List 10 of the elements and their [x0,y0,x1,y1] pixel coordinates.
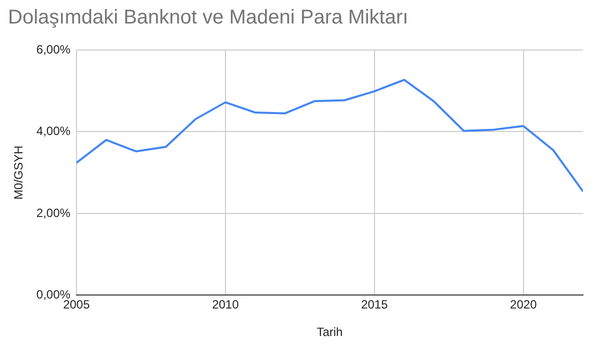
x-axis-title: Tarih [316,325,343,340]
x-tick-label: 2020 [510,298,538,312]
chart-title: Dolaşımdaki Banknot ve Madeni Para Miktarı [8,6,408,29]
y-axis-title: M0/GSYH [12,146,26,200]
x-tick-label: 2010 [212,298,240,312]
x-tick-label: 2015 [361,298,388,312]
y-tick-label: 6,00% [36,42,71,56]
y-tick-label: 4,00% [36,124,71,138]
x-tick-label: 2005 [63,298,90,312]
y-tick-label: 2,00% [36,206,71,220]
